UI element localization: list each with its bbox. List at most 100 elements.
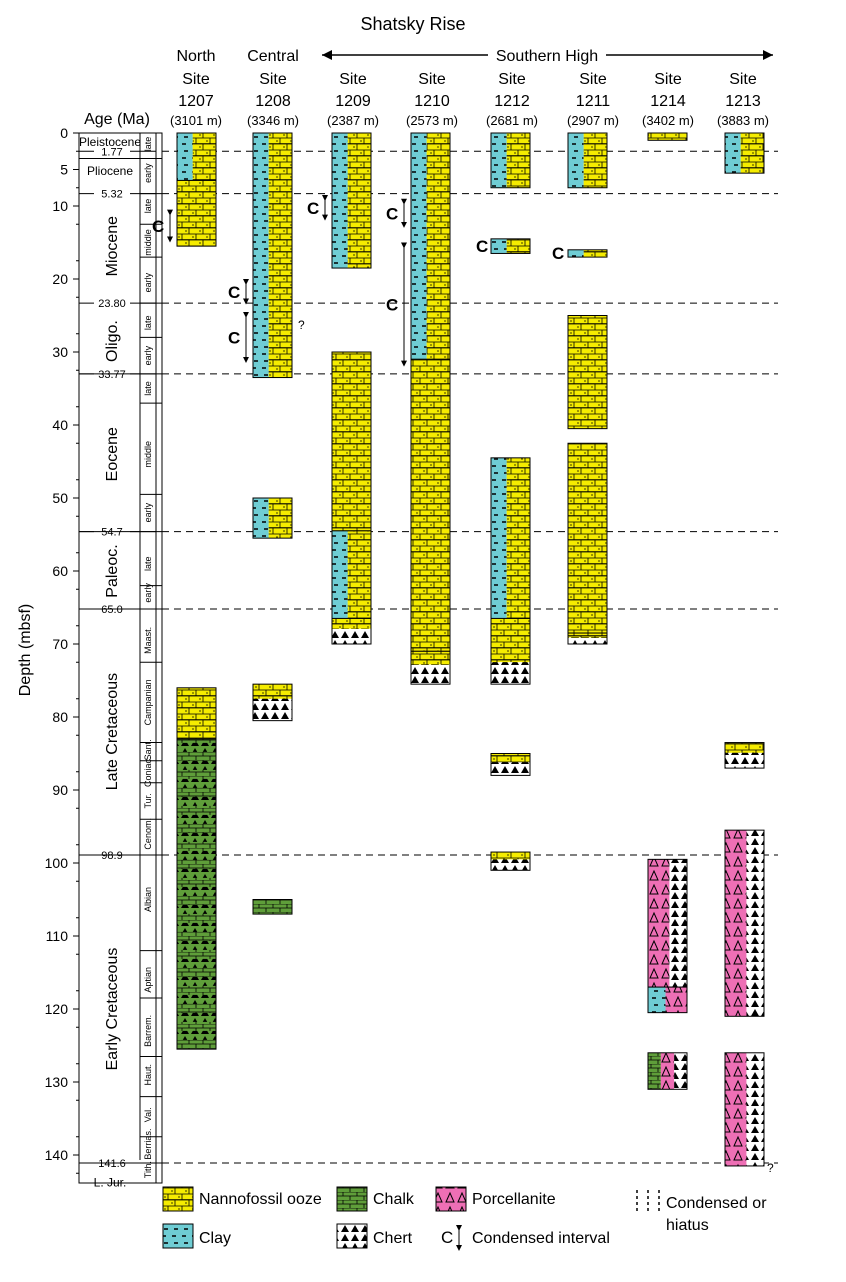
depth-tick-label: 120 — [45, 1001, 69, 1017]
site-name-label: Site — [654, 71, 682, 88]
legend-swatch-porc — [435, 1186, 467, 1212]
legend-item-chert: Chert — [336, 1223, 413, 1249]
legend-label-clay: Clay — [199, 1230, 231, 1247]
depth-tick-label: 90 — [52, 782, 68, 798]
lithology-unit-porc_chert — [724, 1052, 765, 1167]
legend-label-hiatus: Condensed or — [666, 1195, 767, 1212]
stage-label: late — [143, 381, 153, 396]
lithology-unit-nanno — [176, 687, 217, 740]
depth-axis: 0 5 10 20 30 40 50 60 70 80 90 100 110 120 130 140 — [45, 125, 79, 1174]
legend-swatch-nanno — [162, 1186, 194, 1212]
legend: Nannofossil ooze Chalk Porcellanite Cond… — [162, 1186, 767, 1251]
depth-tick-label: 110 — [46, 928, 69, 944]
legend-label-hiatus-2: hiatus — [666, 1217, 709, 1234]
site-header-1209: Site 1209 (2387 m) — [327, 71, 379, 128]
depth-tick-label: 5 — [60, 162, 68, 178]
age-header: Age (Ma) — [84, 111, 150, 128]
legend-swatch-clay — [162, 1223, 194, 1249]
age-tick-label-bg — [94, 145, 130, 158]
site-name-label: Site — [182, 71, 210, 88]
epoch-label: L. Jur. — [94, 1176, 127, 1190]
legend-item-nanno: Nannofossil ooze — [162, 1186, 322, 1212]
age-tick-label: 141.6 — [98, 1158, 126, 1170]
lithology-unit-nanno — [331, 351, 372, 532]
lithology-unit-nanno_clay — [567, 132, 608, 189]
legend-item-condensed: C Condensed interval — [441, 1225, 610, 1251]
age-tick-label: 1.77 — [101, 146, 122, 158]
condensed-label: C — [152, 217, 164, 236]
stage-label: Campanian — [143, 679, 153, 725]
site-number-label: 1210 — [414, 93, 450, 110]
site-column-1209 — [331, 132, 372, 645]
site-number-label: 1209 — [335, 93, 371, 110]
stage-label: Tith. — [143, 1161, 153, 1178]
y-axis-label: Depth (mbsf) — [17, 604, 34, 696]
lithology-unit-nanno_chert — [724, 742, 765, 769]
site-header-1207: North Site 1207 (3101 m) — [170, 48, 222, 128]
age-tick-label: 54.7 — [101, 527, 122, 539]
condensed-label: C — [386, 204, 398, 223]
stage-label: early — [143, 502, 153, 522]
lithology-unit-nanno_chert — [490, 617, 531, 685]
depth-tick-label: 40 — [52, 417, 68, 433]
condensed-label: C — [476, 237, 488, 256]
stage-label: Albian — [143, 887, 153, 912]
lithology-unit-nanno_clay — [410, 132, 451, 360]
site-water-depth: (2573 m) — [406, 113, 458, 128]
legend-label-chert: Chert — [373, 1230, 413, 1247]
lithology-unit-nanno — [176, 179, 217, 247]
age-tick-label-bg — [94, 187, 130, 200]
epoch-label: Pliocene — [87, 164, 133, 178]
stage-label: Coniac. — [143, 756, 153, 787]
legend-item-chalk: Chalk — [336, 1186, 415, 1212]
stage-label: Berrias. — [143, 1129, 153, 1160]
stage-label: Tur. — [143, 793, 153, 808]
legend-item-hiatus: Condensed or hiatus — [636, 1190, 767, 1234]
site-water-depth: (2907 m) — [567, 113, 619, 128]
lithology-unit-nanno_clay — [331, 530, 372, 619]
southern-high-arrow — [322, 44, 773, 64]
lithology-unit-clay_porc — [647, 986, 688, 1014]
condensed-interval-marker: C — [386, 242, 407, 367]
stage-label: middle — [143, 441, 153, 468]
stage-label: early — [143, 163, 153, 183]
lithology-unit-chalk_porc_chert — [647, 1052, 688, 1090]
site-number-label: 1213 — [725, 93, 761, 110]
site-name-label: Site — [498, 71, 526, 88]
condensed-interval-marker: C — [386, 198, 407, 228]
site-name-label: Site — [579, 71, 607, 88]
site-header-1213: Site 1213 (3883 m) — [717, 71, 769, 128]
legend-label-nanno: Nannofossil ooze — [199, 1191, 322, 1208]
depth-tick-label: 130 — [45, 1074, 69, 1090]
condensed-label: C — [386, 296, 398, 315]
lithology-unit-porc_chert — [724, 829, 765, 1017]
region-label-southern-high: Southern High — [496, 48, 598, 65]
depth-tick-label: 140 — [45, 1147, 69, 1163]
lithology-unit-nanno_clay — [567, 249, 608, 258]
stage-label: late — [143, 137, 153, 152]
site-number-label: 1214 — [650, 93, 686, 110]
depth-tick-label: 80 — [52, 709, 68, 725]
stage-label: Maast. — [143, 627, 153, 654]
site-name-label: Site — [259, 71, 287, 88]
stage-label: Barrem. — [143, 1015, 153, 1047]
site-column-1214 — [647, 132, 688, 1090]
epoch-label: Miocene — [104, 216, 121, 277]
condensed-intervals: C C C C C C C C — [152, 195, 564, 367]
age-tick-label: 33.77 — [98, 369, 126, 381]
site-header-1214: Site 1214 (3402 m) — [642, 71, 694, 128]
site-columns — [176, 132, 765, 1167]
depth-tick-label: 10 — [52, 198, 68, 214]
stage-label: Aptian — [143, 967, 153, 993]
lithology-unit-nanno_chert — [567, 632, 608, 645]
site-column-1211 — [567, 132, 608, 645]
stage-label: late — [143, 316, 153, 331]
site-water-depth: (3101 m) — [170, 113, 222, 128]
depth-tick-label: 60 — [52, 563, 68, 579]
lithology-unit-nanno_clay — [490, 238, 531, 254]
site-column-1208 — [252, 132, 293, 915]
site-column-1213 — [724, 132, 765, 1167]
site-water-depth: (2387 m) — [327, 113, 379, 128]
lithology-unit-chalk — [252, 899, 293, 915]
